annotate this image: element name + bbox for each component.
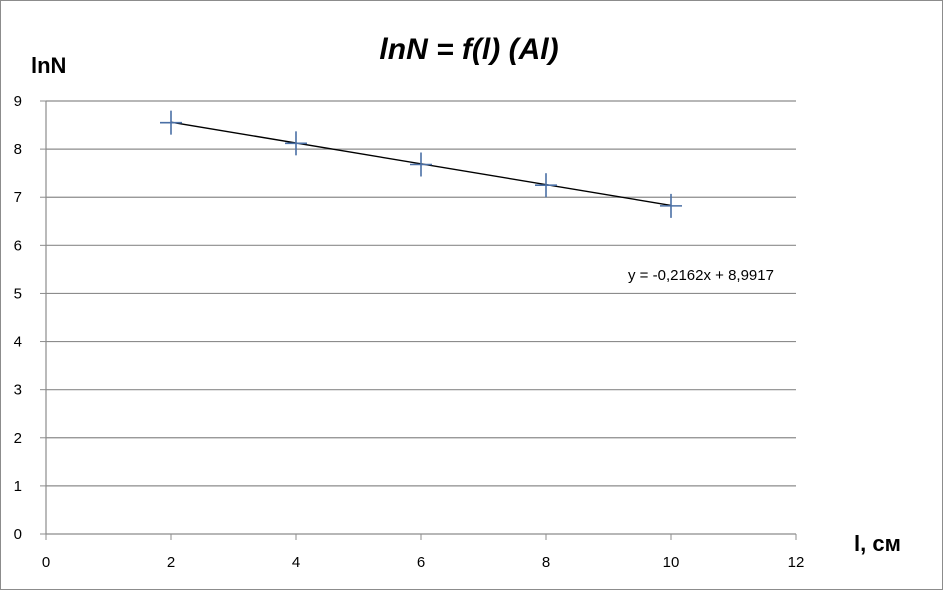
x-tick-label: 6 xyxy=(417,554,425,571)
y-tick-label: 5 xyxy=(14,285,22,302)
data-point xyxy=(160,110,182,135)
trendline-equation: y = -0,2162x + 8,9917 xyxy=(628,267,774,284)
x-tick-label: 4 xyxy=(292,554,300,571)
x-tick-label: 2 xyxy=(167,554,175,571)
y-tick-label: 8 xyxy=(14,141,22,158)
data-points xyxy=(160,110,682,218)
y-tick-label: 4 xyxy=(14,334,22,351)
y-tick-label: 1 xyxy=(14,478,22,495)
y-tick-label: 0 xyxy=(14,526,22,543)
y-tick-label: 9 xyxy=(14,93,22,110)
y-tick-label: 2 xyxy=(14,430,22,447)
y-tick-label: 7 xyxy=(14,189,22,206)
x-axis-title: l, см xyxy=(854,531,901,556)
x-tick-label: 0 xyxy=(42,554,50,571)
y-tick-label: 6 xyxy=(14,237,22,254)
x-tick-labels: 0 2 4 6 8 10 12 xyxy=(42,554,805,571)
axes xyxy=(40,100,797,540)
x-tick-label: 12 xyxy=(788,554,805,571)
y-tick-label: 3 xyxy=(14,382,22,399)
chart-title: lnN = f(l) (Al) xyxy=(379,33,558,66)
y-tick-labels: 0 1 2 3 4 5 6 7 8 9 xyxy=(14,93,22,543)
data-point xyxy=(285,131,307,156)
data-point xyxy=(535,173,557,198)
x-tick-label: 10 xyxy=(663,554,680,571)
x-tick-label: 8 xyxy=(542,554,550,571)
data-point xyxy=(660,193,682,218)
data-point xyxy=(410,152,432,177)
grid-lines xyxy=(46,100,796,487)
y-axis-title: lnN xyxy=(31,53,66,78)
